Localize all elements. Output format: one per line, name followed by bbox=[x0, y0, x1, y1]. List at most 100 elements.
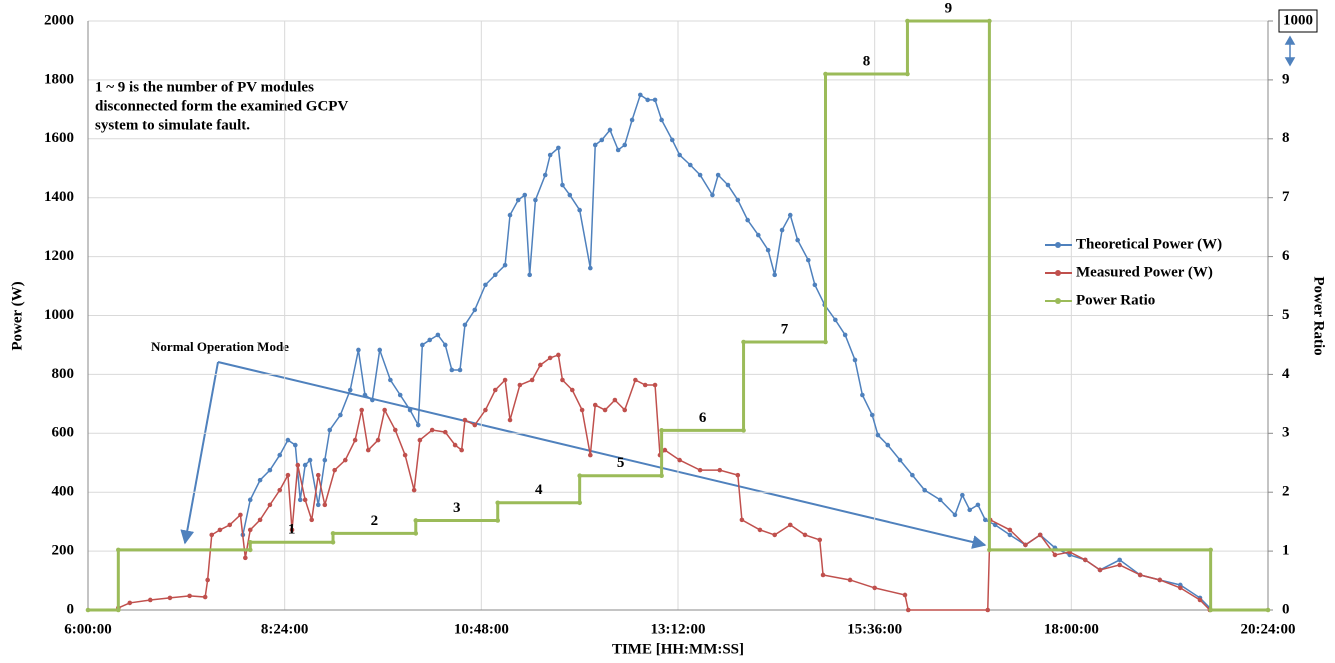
x-tick-label: 18:00:00 bbox=[1044, 621, 1099, 637]
point bbox=[285, 437, 291, 443]
point bbox=[375, 437, 381, 443]
point bbox=[952, 512, 958, 518]
point bbox=[622, 407, 628, 413]
point bbox=[483, 407, 488, 413]
point bbox=[710, 192, 715, 198]
x-tick-label: 8:24:00 bbox=[261, 621, 309, 637]
point bbox=[905, 71, 910, 77]
point bbox=[247, 497, 253, 503]
point bbox=[388, 377, 393, 383]
point bbox=[407, 407, 413, 413]
point bbox=[1117, 557, 1122, 563]
y2-tick-label: 4 bbox=[1282, 366, 1290, 382]
y-tick-label: 0 bbox=[67, 601, 75, 617]
point bbox=[542, 172, 548, 178]
point bbox=[427, 337, 433, 343]
point bbox=[772, 532, 777, 538]
point bbox=[645, 97, 650, 103]
y2-tick-label: 9 bbox=[1282, 71, 1290, 87]
point bbox=[1007, 527, 1013, 533]
point bbox=[697, 172, 703, 178]
point bbox=[522, 192, 528, 198]
point bbox=[472, 422, 478, 428]
point bbox=[1023, 542, 1028, 548]
point bbox=[885, 442, 891, 448]
y2-tick-label: 0 bbox=[1282, 601, 1290, 617]
point bbox=[309, 517, 315, 523]
point bbox=[765, 247, 771, 253]
point bbox=[420, 342, 425, 348]
y-tick-label: 1400 bbox=[44, 189, 74, 205]
point bbox=[567, 192, 573, 198]
point bbox=[556, 352, 561, 358]
point bbox=[330, 539, 336, 545]
point bbox=[739, 517, 745, 523]
point bbox=[1052, 552, 1058, 558]
x-tick-label: 13:12:00 bbox=[651, 621, 706, 637]
point bbox=[322, 502, 328, 508]
point bbox=[243, 555, 248, 561]
point bbox=[592, 142, 598, 148]
note-line: 1 ~ 9 is the number of PV modules bbox=[95, 79, 314, 95]
point bbox=[1208, 547, 1213, 553]
point bbox=[359, 407, 364, 413]
point bbox=[1082, 557, 1088, 563]
point bbox=[817, 537, 823, 543]
point bbox=[315, 472, 321, 478]
point bbox=[922, 487, 927, 493]
x-tick-label: 6:00:00 bbox=[64, 621, 112, 637]
point bbox=[462, 417, 468, 423]
point bbox=[652, 97, 658, 103]
point bbox=[147, 597, 153, 603]
point bbox=[449, 367, 455, 373]
point bbox=[507, 212, 513, 218]
point bbox=[127, 600, 133, 606]
point bbox=[577, 207, 582, 213]
point bbox=[677, 152, 682, 158]
y2-tick-label: 2 bbox=[1282, 484, 1290, 500]
point bbox=[869, 412, 875, 418]
point bbox=[247, 539, 253, 545]
point bbox=[332, 467, 337, 473]
point bbox=[745, 217, 750, 223]
y-tick-label: 600 bbox=[52, 425, 75, 441]
point bbox=[370, 397, 375, 403]
point bbox=[167, 595, 173, 601]
point bbox=[365, 447, 371, 453]
y-tick-label: 200 bbox=[52, 543, 75, 559]
x-axis-title: TIME [HH:MM:SS] bbox=[612, 641, 744, 657]
point bbox=[1208, 607, 1213, 613]
point bbox=[116, 547, 121, 553]
point bbox=[897, 457, 903, 463]
point bbox=[429, 427, 435, 433]
point bbox=[495, 500, 501, 506]
y2-tick-box bbox=[1278, 9, 1318, 33]
arrow bbox=[217, 361, 987, 549]
point bbox=[85, 607, 91, 613]
point bbox=[787, 212, 793, 218]
point bbox=[257, 477, 263, 483]
step-label: 1 bbox=[288, 522, 296, 538]
point bbox=[659, 117, 664, 123]
point bbox=[612, 397, 618, 403]
y-tick-label: 800 bbox=[52, 366, 75, 382]
point bbox=[417, 437, 423, 443]
point bbox=[1117, 562, 1122, 568]
point bbox=[1137, 572, 1143, 578]
point bbox=[315, 502, 321, 508]
point bbox=[338, 412, 343, 418]
point bbox=[343, 457, 348, 463]
grid bbox=[87, 20, 1269, 611]
point bbox=[238, 512, 243, 518]
point bbox=[415, 422, 421, 428]
point bbox=[547, 355, 553, 361]
point bbox=[602, 407, 608, 413]
series-line bbox=[242, 93, 1211, 609]
point bbox=[457, 367, 463, 373]
point bbox=[538, 362, 543, 368]
point bbox=[659, 473, 664, 479]
y2-tick-label: 1 bbox=[1282, 543, 1290, 559]
y-tick-label: 1200 bbox=[44, 248, 74, 264]
point bbox=[517, 382, 523, 388]
point bbox=[1037, 532, 1043, 538]
